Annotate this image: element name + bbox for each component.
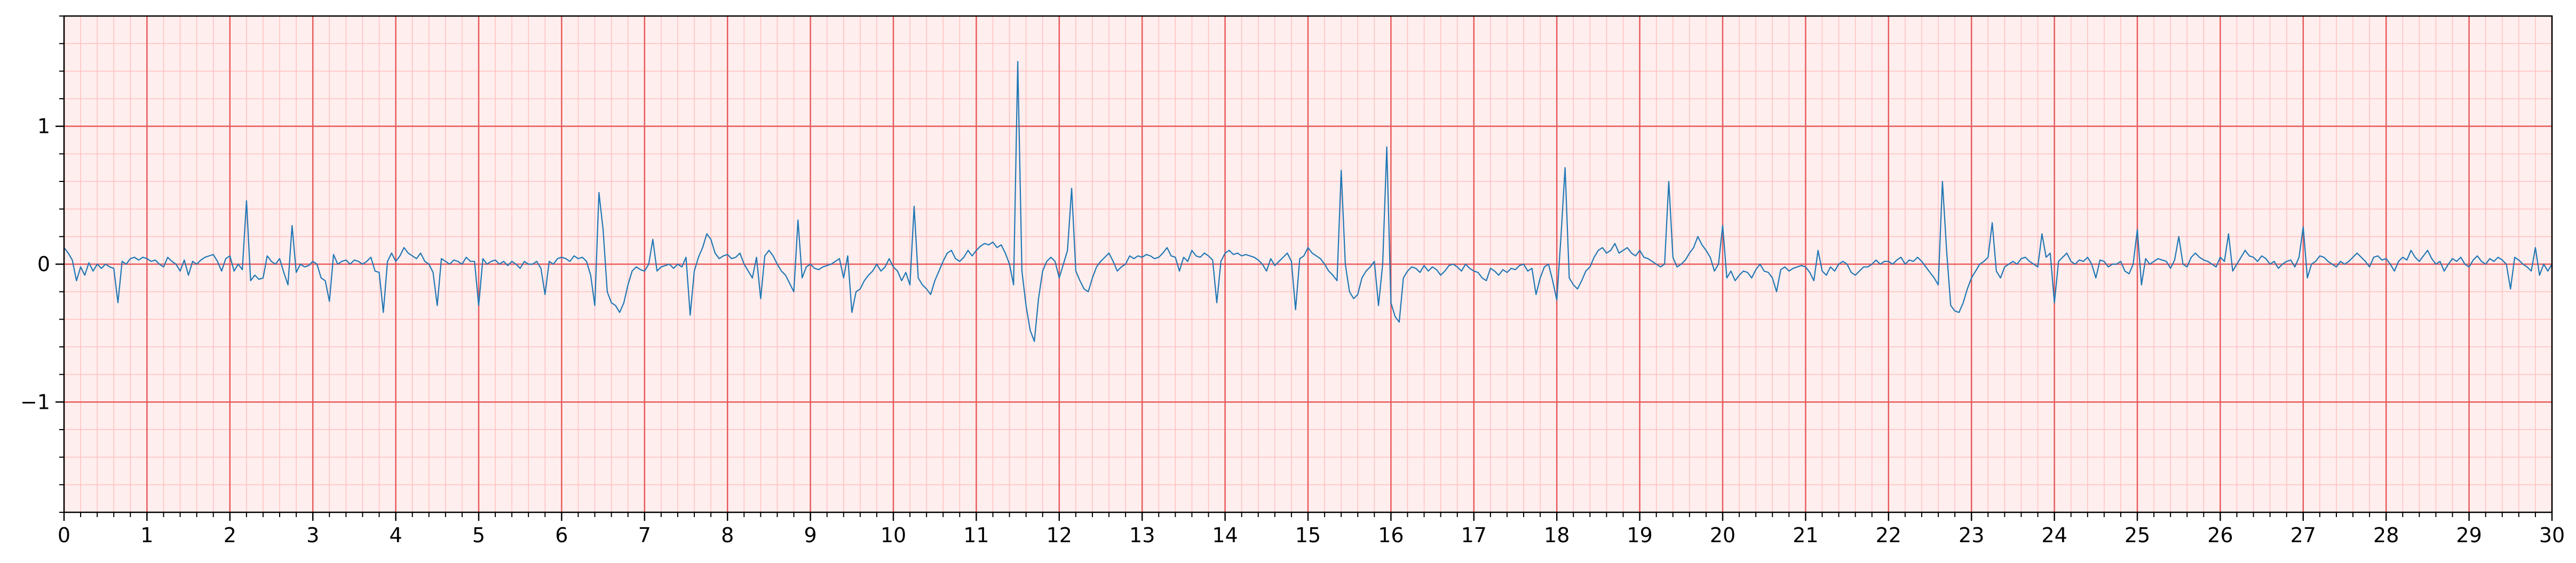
- x-tick-label: 23: [1959, 524, 1984, 547]
- x-tick-label: 28: [2373, 524, 2399, 547]
- x-tick-label: 14: [1212, 524, 1238, 547]
- series-line-group: [64, 61, 2553, 342]
- x-tick-label: 2: [224, 524, 236, 547]
- series-line: [64, 61, 2553, 342]
- x-tick-label: 9: [804, 524, 817, 547]
- x-tick-label: 0: [58, 524, 70, 547]
- x-tick-label: 22: [1876, 524, 1901, 547]
- x-tick-label: 21: [1793, 524, 1818, 547]
- x-tick-label: 11: [963, 524, 989, 547]
- x-tick-label: 17: [1461, 524, 1487, 547]
- x-tick-label: 30: [2539, 524, 2565, 547]
- y-tick-label: 1: [37, 115, 50, 138]
- x-tick-label: 5: [472, 524, 485, 547]
- x-tick-label: 15: [1295, 524, 1321, 547]
- y-tick-label: −1: [20, 390, 50, 414]
- x-tick-label: 26: [2207, 524, 2233, 547]
- x-tick-label: 29: [2456, 524, 2482, 547]
- x-tick-label: 12: [1047, 524, 1072, 547]
- x-tick-label: 7: [638, 524, 651, 547]
- x-tick-label: 8: [721, 524, 734, 547]
- x-tick-label: 24: [2041, 524, 2067, 547]
- x-tick-label: 10: [881, 524, 906, 547]
- x-tick-label: 25: [2125, 524, 2150, 547]
- x-tick-label: 13: [1129, 524, 1155, 547]
- y-tick-label: 0: [37, 252, 50, 276]
- x-axis: 0 1 2 3 4 5 6 7 8 9 10 11 12 13 14 15 16 17 18 19 20 21 22 23 24…: [58, 512, 2565, 547]
- x-tick-label: 18: [1544, 524, 1570, 547]
- x-tick-label: 19: [1627, 524, 1652, 547]
- x-tick-label: 1: [140, 524, 153, 547]
- y-axis: −1 0 1: [20, 15, 64, 513]
- x-tick-label: 20: [1710, 524, 1735, 547]
- x-tick-label: 4: [390, 524, 402, 547]
- x-tick-label: 3: [306, 524, 319, 547]
- x-tick-label: 16: [1378, 524, 1404, 547]
- x-tick-label: 27: [2290, 524, 2316, 547]
- x-tick-label: 6: [555, 524, 568, 547]
